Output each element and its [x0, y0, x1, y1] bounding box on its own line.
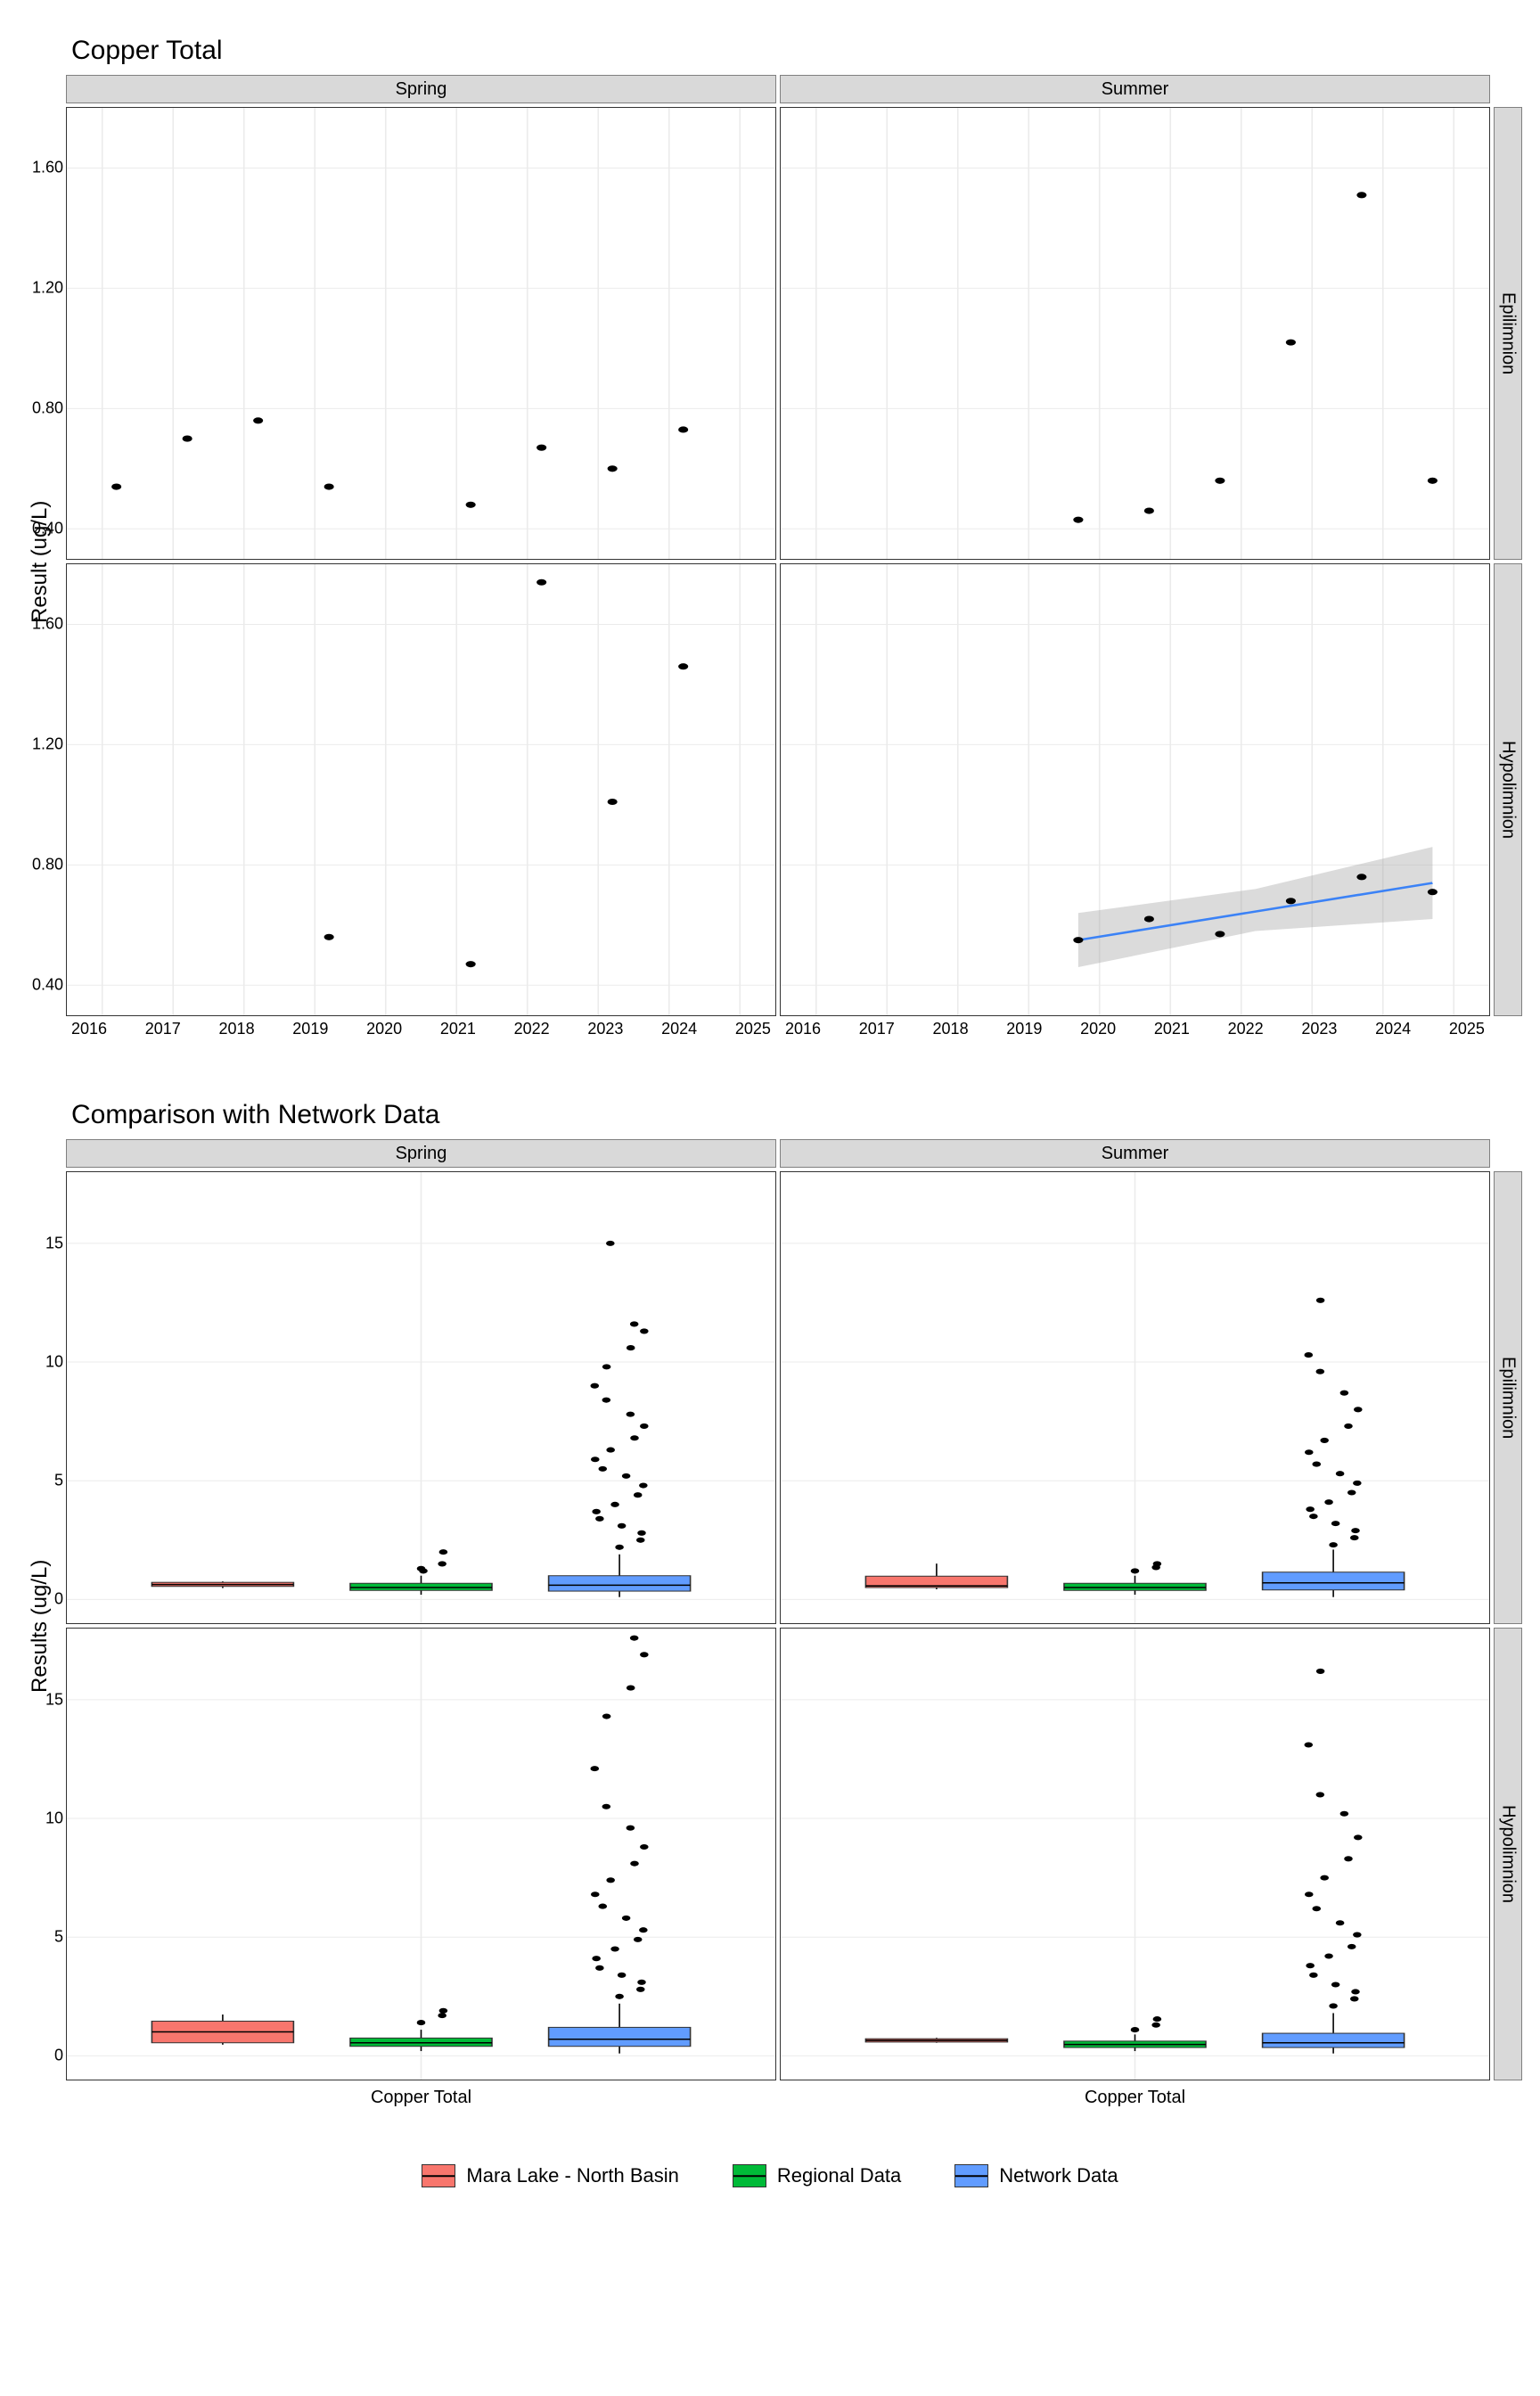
- bottom-chart: Comparison with Network Data Results (ug…: [18, 1100, 1522, 2120]
- legend-label: Network Data: [999, 2164, 1118, 2187]
- x-cat-spring: Copper Total: [66, 2084, 776, 2120]
- row-strip-hypo-b: Hypolimnion: [1494, 1628, 1522, 2080]
- top-chart-title: Copper Total: [71, 36, 1522, 66]
- panel-b-summer-epi: [780, 1171, 1490, 1624]
- col-strip-spring-b: Spring: [66, 1139, 776, 1168]
- row-strip-epi: Epilimnion: [1494, 107, 1522, 560]
- panel-b-spring-hypo: 051015: [66, 1628, 776, 2080]
- legend: Mara Lake - North Basin Regional Data Netw…: [18, 2164, 1522, 2187]
- col-strip-summer-b: Summer: [780, 1139, 1490, 1168]
- legend-swatch-mara: [422, 2164, 455, 2187]
- panel-summer-hypo: [780, 563, 1490, 1016]
- row-strip-epi-b: Epilimnion: [1494, 1171, 1522, 1624]
- bottom-y-label: Results (ug/L): [18, 1171, 62, 2080]
- legend-swatch-regional: [733, 2164, 766, 2187]
- legend-swatch-network: [954, 2164, 988, 2187]
- top-y-label: Result (ug/L): [18, 107, 62, 1016]
- legend-label: Mara Lake - North Basin: [466, 2164, 678, 2187]
- top-chart: Copper Total Result (ug/L) Spring Summer…: [18, 36, 1522, 1055]
- x-axis-spring: 2016201720182019202020212022202320242025: [66, 1020, 776, 1055]
- col-strip-spring: Spring: [66, 75, 776, 103]
- x-axis-summer: 2016201720182019202020212022202320242025: [780, 1020, 1490, 1055]
- panel-b-spring-epi: 051015: [66, 1171, 776, 1624]
- legend-item-regional: Regional Data: [733, 2164, 901, 2187]
- panel-spring-epi: 0.400.801.201.60: [66, 107, 776, 560]
- x-cat-summer: Copper Total: [780, 2084, 1490, 2120]
- col-strip-summer: Summer: [780, 75, 1490, 103]
- legend-label: Regional Data: [777, 2164, 901, 2187]
- row-strip-hypo: Hypolimnion: [1494, 563, 1522, 1016]
- legend-item-mara: Mara Lake - North Basin: [422, 2164, 678, 2187]
- panel-spring-hypo: 0.400.801.201.60: [66, 563, 776, 1016]
- bottom-facet-grid: Results (ug/L) Spring Summer Epilimnion …: [18, 1139, 1522, 2120]
- panel-summer-epi: [780, 107, 1490, 560]
- bottom-chart-title: Comparison with Network Data: [71, 1100, 1522, 1130]
- panel-b-summer-hypo: [780, 1628, 1490, 2080]
- top-facet-grid: Result (ug/L) Spring Summer Epilimnion H…: [18, 75, 1522, 1055]
- legend-item-network: Network Data: [954, 2164, 1118, 2187]
